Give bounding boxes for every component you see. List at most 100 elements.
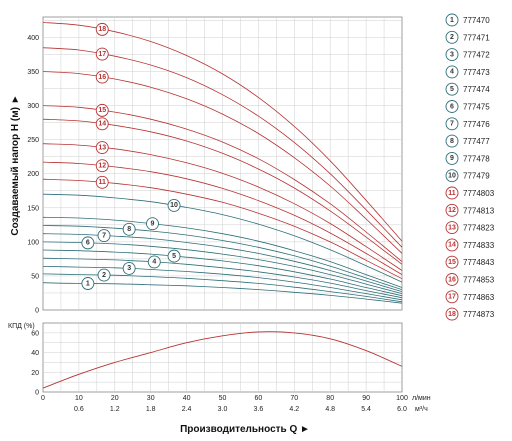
x-tick-label-m3h: 1.8 [146, 406, 156, 413]
legend-model-7774813: 7774813 [463, 206, 495, 215]
legend-badge-14 [445, 238, 459, 252]
x-tick-label-lmin: 50 [219, 395, 227, 402]
curve-badge-8 [122, 222, 136, 236]
curve-badge-number: 6 [86, 240, 90, 247]
legend-model-777478: 777478 [463, 154, 490, 163]
curve-badge-11 [95, 175, 109, 189]
legend-badge-number: 16 [448, 276, 456, 283]
legend-model-777472: 777472 [463, 51, 490, 60]
head-curve-10 [42, 193, 403, 283]
curve-badge-number: 3 [127, 265, 131, 272]
y-tick-label: 150 [27, 205, 39, 212]
y-axis-label-head: Создаваемый напор H (м) ► [10, 94, 21, 235]
legend-badge-7 [445, 117, 459, 131]
x-tick-label-m3h: 3.6 [254, 406, 264, 413]
x-tick-label-lmin: 0 [41, 395, 45, 402]
legend-model-777477: 777477 [463, 137, 490, 146]
legend-model-777470: 777470 [463, 16, 490, 25]
legend-badge-number: 12 [448, 207, 456, 214]
curve-badge-number: 1 [86, 280, 90, 287]
legend-badge-number: 9 [450, 155, 454, 162]
x-tick-label-m3h: 4.2 [289, 406, 299, 413]
legend-model-777471: 777471 [463, 33, 490, 42]
head-curve-5 [42, 249, 403, 297]
legend-badge-number: 4 [450, 69, 454, 76]
curve-badge-number: 7 [102, 232, 106, 239]
curve-badge-number: 17 [98, 51, 106, 58]
x-tick-label-m3h: 2.4 [182, 406, 192, 413]
curve-badge-2 [97, 268, 111, 282]
y-tick-label: 200 [27, 171, 39, 178]
legend-badge-9 [445, 151, 459, 165]
legend-badge-number: 6 [450, 103, 454, 110]
curve-badge-15 [95, 103, 109, 117]
x-tick-label-lmin: 80 [326, 395, 334, 402]
x-tick-label-m3h: 6.0 [397, 406, 407, 413]
curve-badge-number: 15 [98, 107, 106, 114]
curve-badge-13 [95, 141, 109, 154]
legend-badge-8 [445, 134, 459, 148]
y-tick-label: 250 [27, 137, 39, 144]
curve-badge-14 [95, 117, 109, 131]
curve-badge-10 [167, 198, 181, 212]
head-curve-9 [42, 216, 403, 288]
curve-badge-number: 2 [102, 272, 106, 279]
legend-model-7774853: 7774853 [463, 276, 495, 285]
curve-badge-number: 8 [127, 226, 131, 233]
curve-badge-16 [95, 70, 109, 84]
y-tick-label: 300 [27, 103, 39, 110]
curve-badge-9 [146, 217, 159, 231]
legend-model-7774843: 7774843 [463, 258, 495, 267]
x-tick-label-lmin: 90 [362, 395, 370, 402]
x-tick-label-lmin: 10 [75, 395, 83, 402]
legend-badge-number: 7 [450, 121, 454, 128]
legend-model-7774803: 7774803 [463, 189, 495, 198]
legend-model-777474: 777474 [463, 85, 490, 94]
legend-badge-16 [445, 273, 459, 286]
legend-badge-number: 3 [450, 51, 454, 58]
head-curve-6 [42, 241, 403, 294]
legend-badge-number: 13 [448, 224, 456, 231]
curve-badge-6 [81, 236, 95, 250]
legend-model-777479: 777479 [463, 172, 490, 181]
legend: 1 777470 2 777471 3 777472 4 777473 5 777474 6 7774… [445, 13, 495, 321]
x-tick-label-m3h: 1.2 [110, 406, 120, 413]
curve-badge-number: 4 [152, 259, 156, 266]
x-unit-lmin: л/мин [412, 395, 431, 402]
y-tick-label: 400 [27, 35, 39, 42]
legend-badge-18 [445, 307, 459, 321]
efficiency-curve [42, 331, 403, 389]
x-axis-label-flow: Производительность Q ► [180, 424, 310, 435]
curve-badge-number: 11 [99, 179, 107, 186]
legend-model-777476: 777476 [463, 120, 490, 129]
y-tick-label: 20 [31, 370, 39, 377]
legend-badge-number: 1 [450, 17, 454, 24]
legend-badge-2 [445, 30, 459, 44]
head-curve-4 [42, 257, 403, 299]
x-tick-label-lmin: 60 [255, 395, 263, 402]
x-tick-label-lmin: 70 [290, 395, 298, 402]
legend-badge-13 [445, 221, 459, 235]
x-tick-label-lmin: 40 [183, 395, 191, 402]
legend-badge-number: 5 [450, 86, 454, 93]
curve-badge-number: 18 [98, 26, 106, 33]
x-tick-label-lmin: 100 [396, 395, 408, 402]
legend-model-777475: 777475 [463, 103, 490, 112]
curve-badge-number: 13 [98, 144, 106, 151]
curve-badge-number: 14 [98, 121, 106, 128]
curve-badge-3 [122, 261, 136, 275]
y-tick-label: 60 [31, 330, 39, 337]
legend-badge-number: 15 [448, 259, 456, 266]
y-axis-label-efficiency: КПД (%) [8, 323, 35, 330]
curve-badge-12 [95, 159, 109, 173]
head-chart-panel: 0501001502002503003504001234567891011121… [27, 16, 403, 315]
curve-badge-number: 5 [172, 253, 176, 260]
legend-badge-5 [445, 82, 459, 96]
legend-badge-11 [445, 186, 459, 200]
x-tick-label-lmin: 30 [147, 395, 155, 402]
x-tick-label-m3h: 3.0 [218, 406, 228, 413]
efficiency-chart-panel: 0 20 40 60 0 10 20 30 40 50 60 70 80 90 100 0.6 1.2 1.8 2.… [31, 322, 408, 413]
x-tick-label-lmin: 20 [111, 395, 119, 402]
y-tick-label: 0 [35, 308, 39, 315]
